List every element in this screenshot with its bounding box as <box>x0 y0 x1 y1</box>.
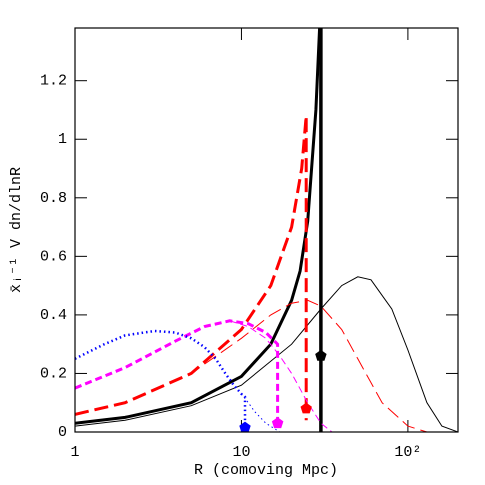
y-axis-label: x̄ᵢ⁻¹ V dn/dlnR <box>8 167 25 293</box>
y-tick-label: 0.4 <box>40 307 67 324</box>
y-tick-label: 0 <box>58 424 67 441</box>
y-tick-label: 1 <box>58 131 67 148</box>
marker <box>315 349 327 361</box>
y-tick-label: 0.2 <box>40 365 67 382</box>
y-tick-label: 0.8 <box>40 190 67 207</box>
x-axis-label: R (comoving Mpc) <box>194 462 338 479</box>
line <box>229 320 333 432</box>
x-tick-label: 1 <box>70 444 79 461</box>
line <box>75 115 308 421</box>
marker <box>271 417 284 429</box>
line <box>75 276 458 432</box>
line <box>75 28 322 425</box>
line <box>75 299 428 432</box>
y-tick-label: 1.2 <box>40 73 67 90</box>
marker <box>239 421 251 433</box>
marker <box>300 402 312 414</box>
x-tick-label: 10² <box>394 444 421 461</box>
y-tick-label: 0.6 <box>40 248 67 265</box>
x-tick-label: 10 <box>232 444 250 461</box>
plot-frame <box>74 27 459 433</box>
